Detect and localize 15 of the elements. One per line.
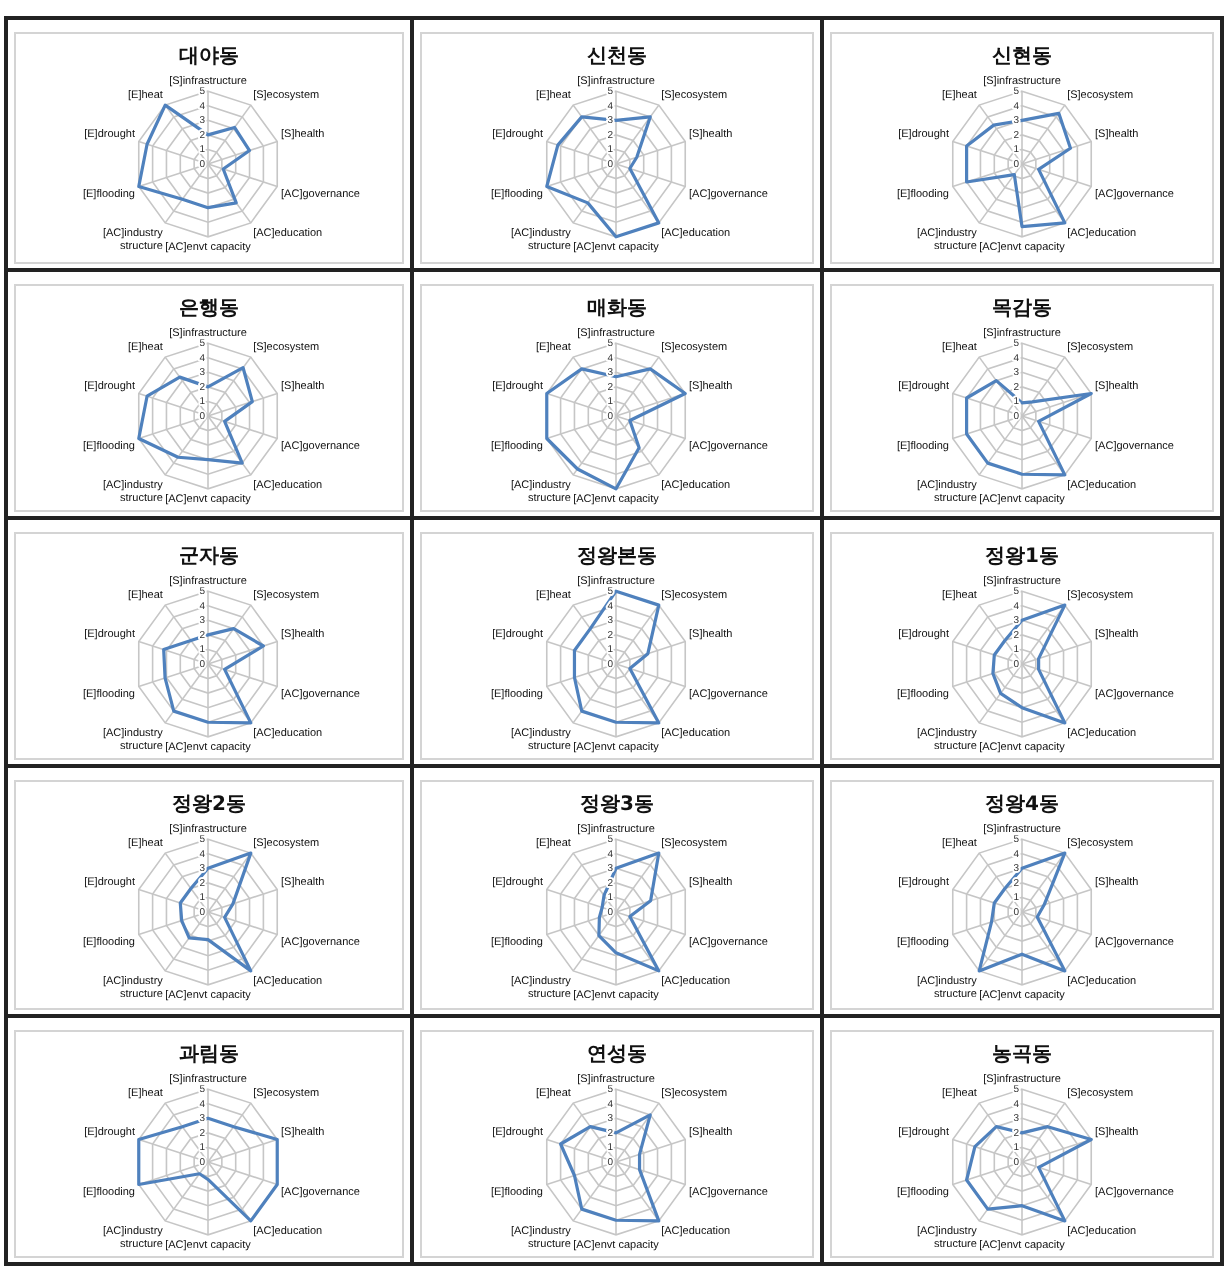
chart-title: 신천동: [585, 44, 649, 72]
chart-title: 군자동: [177, 544, 241, 572]
chart-title: 신현동: [990, 44, 1054, 72]
chart-title: 정왕2동: [170, 792, 248, 820]
chart-title: 목감동: [990, 296, 1054, 324]
chart-title: 농곡동: [990, 1042, 1054, 1070]
chart-title: 정왕3동: [578, 792, 656, 820]
chart-title: 정왕4동: [983, 792, 1061, 820]
chart-title: 정왕1동: [983, 544, 1061, 572]
chart-title: 대야동: [177, 44, 241, 72]
chart-title: 정왕본동: [575, 544, 659, 572]
chart-title: 연성동: [585, 1042, 649, 1070]
chart-title: 매화동: [585, 296, 649, 324]
chart-title: 은행동: [177, 296, 241, 324]
chart-title: 과림동: [177, 1042, 241, 1070]
